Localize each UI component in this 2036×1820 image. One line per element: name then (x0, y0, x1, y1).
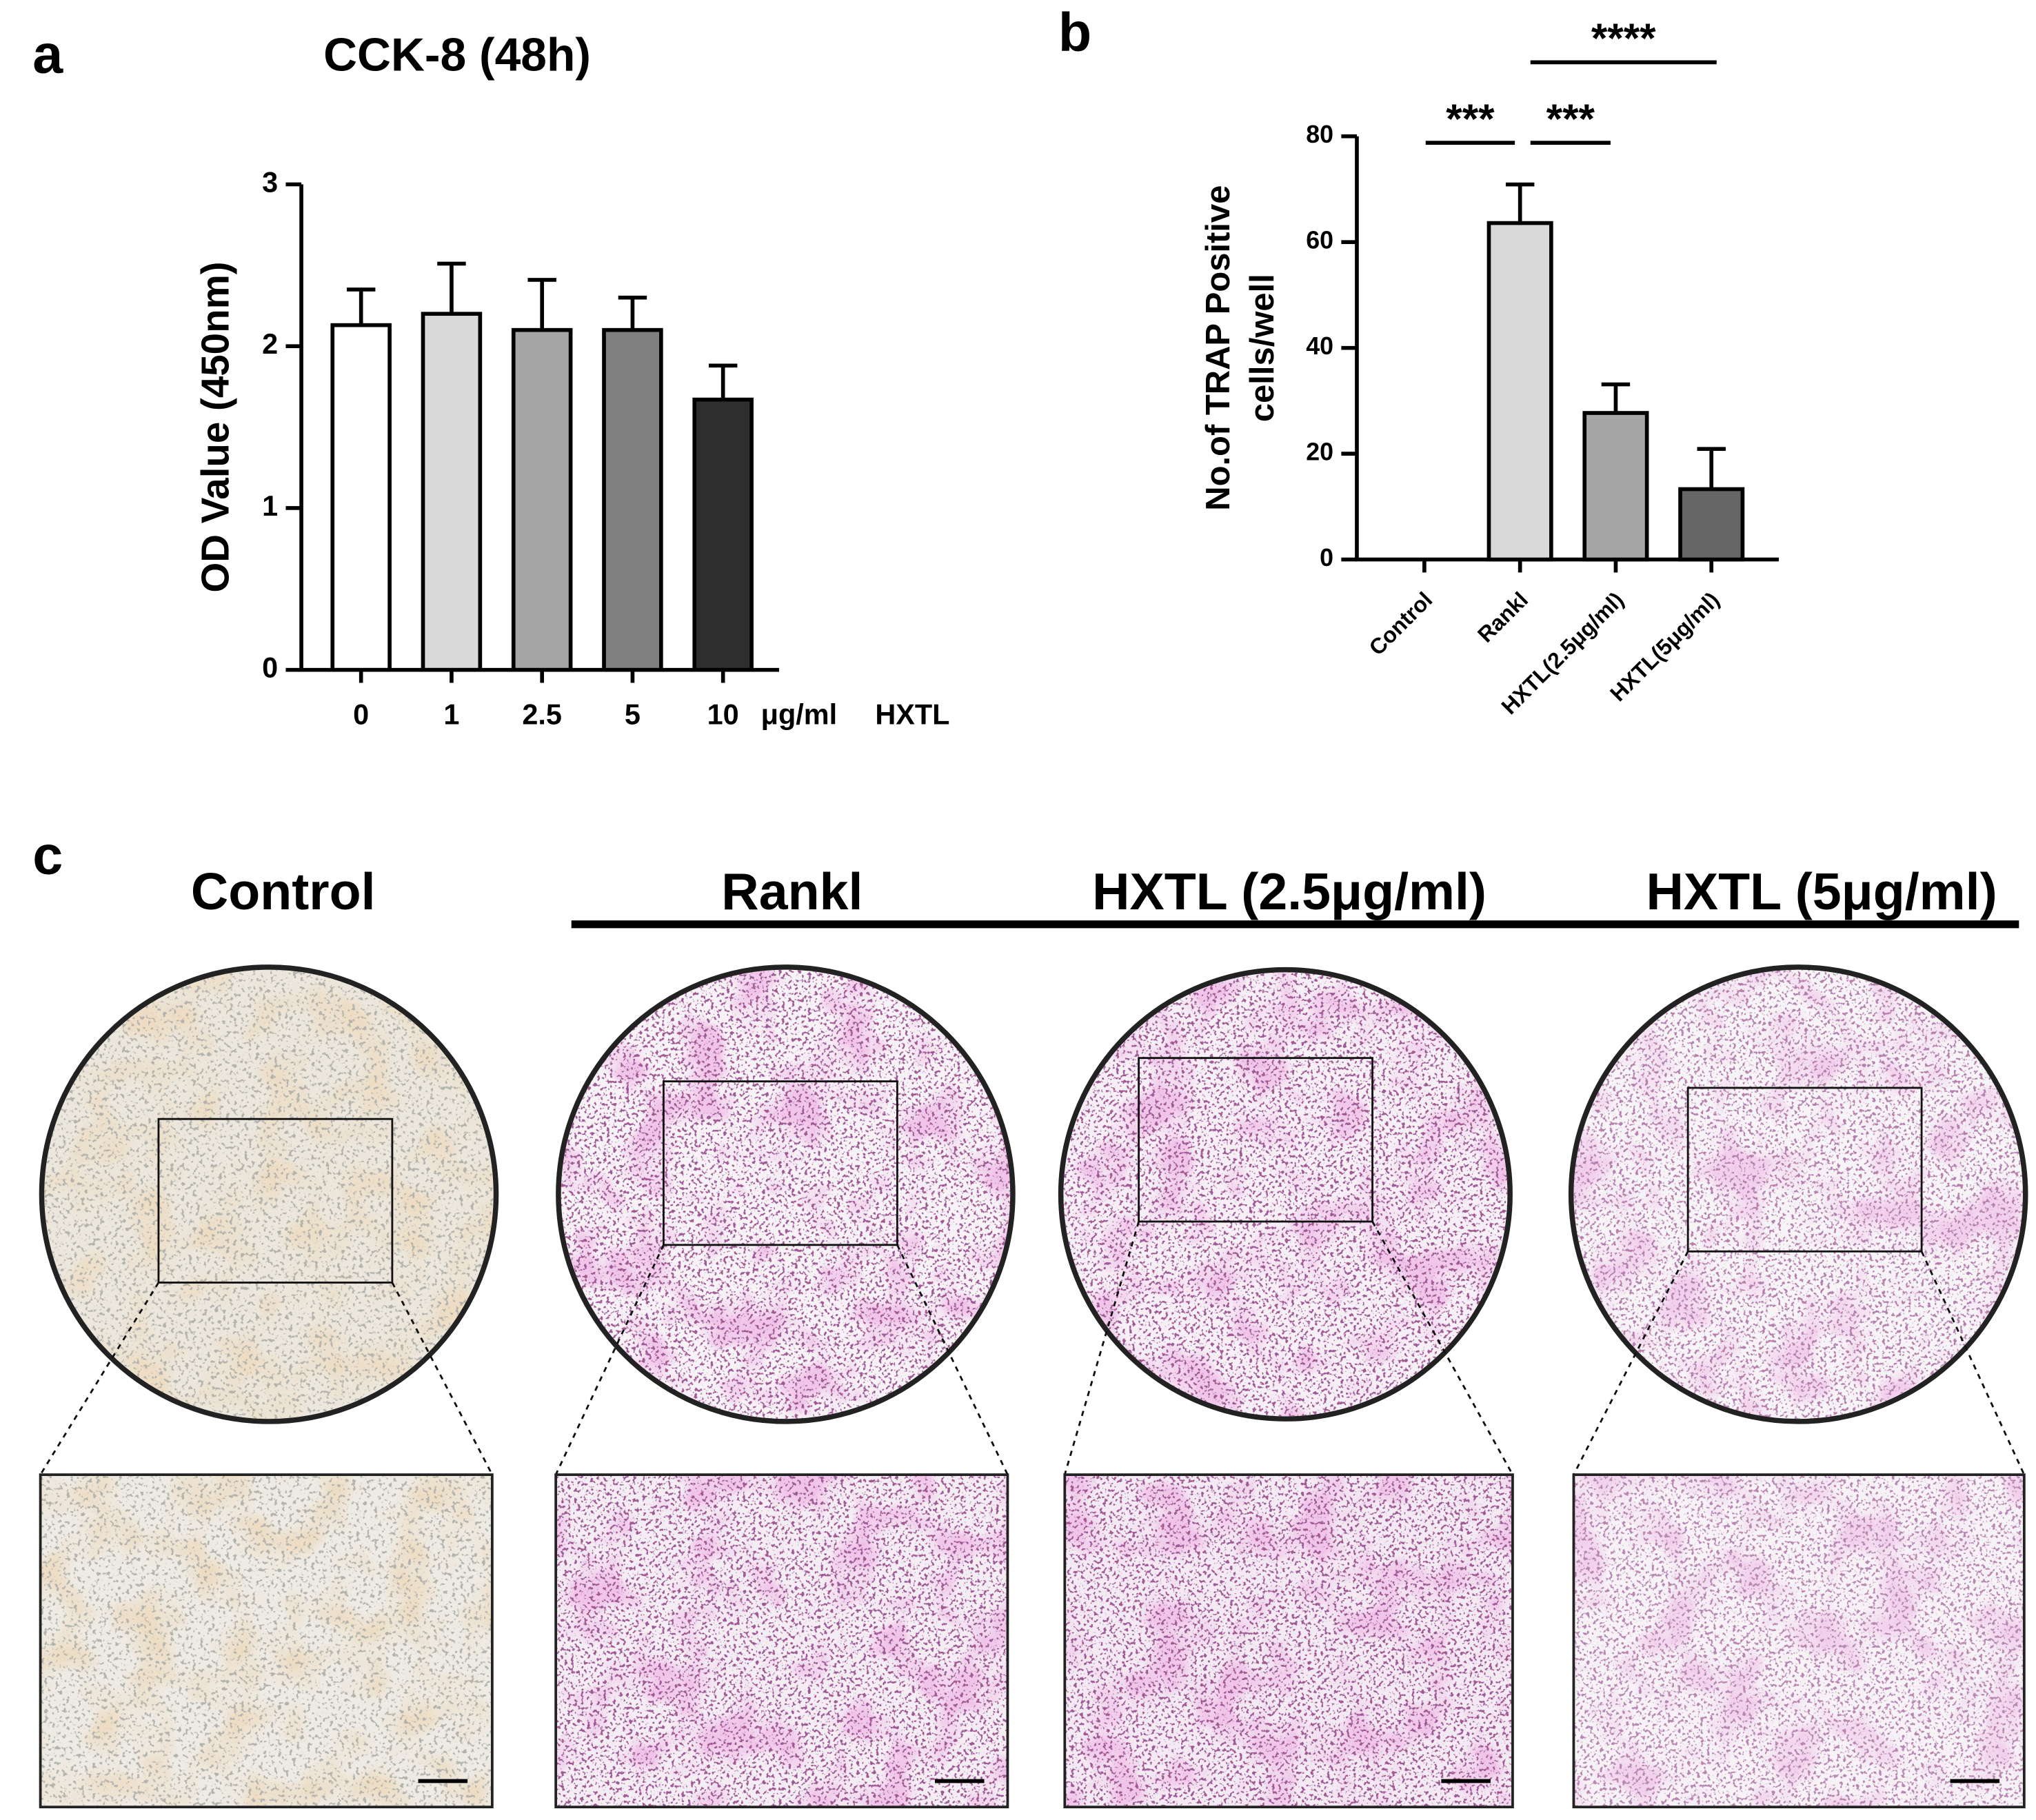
error-bar (708, 363, 738, 400)
bar (330, 323, 392, 672)
significance-label: *** (1446, 95, 1495, 142)
zoom-frame (1063, 1473, 1514, 1809)
zoom-line (1063, 1221, 1140, 1475)
y-tick-label: 40 (1306, 332, 1333, 360)
inset-box (663, 1080, 898, 1246)
significance-label: *** (1546, 95, 1595, 142)
y-tick-label: 80 (1306, 121, 1333, 148)
zoom-texture (1065, 1475, 1513, 1808)
error-bar (437, 261, 466, 314)
bar (1486, 221, 1553, 562)
error-bar (618, 295, 647, 330)
x-tick-label: 10 (707, 698, 739, 730)
y-axis-label: OD Value (450nm) (193, 261, 236, 592)
bar (511, 327, 573, 672)
y-tick-label: 60 (1306, 227, 1333, 254)
panel-label: c (32, 824, 63, 885)
zoom-line (896, 1244, 1009, 1475)
inset-box (1138, 1057, 1373, 1223)
y-tick-label: 0 (1320, 544, 1333, 572)
inset-box (157, 1118, 394, 1284)
bar (692, 397, 754, 672)
zoom-line (1371, 1221, 1514, 1475)
bar (421, 312, 483, 672)
group-title: HXTL (2.5μg/ml) (1092, 862, 1486, 920)
zoom-texture (1573, 1475, 2024, 1808)
y-axis-label: No.of TRAP Positive (1200, 185, 1237, 511)
x-unit: μg/ml (761, 698, 837, 730)
zoom-frame (554, 1473, 1009, 1809)
zoom-lines (39, 1221, 2026, 1475)
group-title: HXTL (5μg/ml) (1646, 862, 1997, 920)
y-tick-label: 2 (262, 328, 278, 360)
y-axis-label: cells/well (1244, 274, 1281, 422)
group-title: Rankl (721, 862, 863, 920)
well-texture (44, 969, 494, 1419)
significance-label: **** (1591, 14, 1656, 61)
bar (1678, 487, 1745, 562)
bar (602, 327, 663, 672)
x-tick-label: 5 (625, 698, 641, 730)
well-texture (561, 969, 1011, 1419)
group-title: Control (191, 862, 376, 920)
bar (1582, 411, 1649, 562)
zoom-line (391, 1282, 494, 1475)
x-tick-label: Control (1364, 587, 1437, 660)
x-tick-label: 1 (443, 698, 459, 730)
x-axis-label: HXTL (875, 698, 949, 730)
x-tick-label: Rankl (1473, 587, 1533, 647)
panel-label: a (32, 23, 63, 85)
zoom-line (39, 1282, 160, 1475)
y-tick-label: 20 (1306, 438, 1333, 466)
y-tick-label: 3 (262, 166, 278, 198)
zoom-line (554, 1244, 665, 1475)
zoom-texture (40, 1475, 492, 1808)
error-bar (1505, 182, 1535, 223)
error-bar (1601, 382, 1631, 414)
well-images (39, 964, 2028, 1424)
y-tick-label: 0 (262, 652, 278, 684)
well-texture (1063, 972, 1508, 1417)
x-tick-label: 0 (353, 698, 369, 730)
error-bar (346, 287, 376, 325)
chart-title: CCK-8 (48h) (323, 30, 591, 81)
zoom-frame (1572, 1473, 2026, 1809)
zoom-line (1573, 1251, 1689, 1475)
well-texture (1573, 969, 2023, 1419)
panel-label: b (1058, 1, 1091, 63)
zoom-texture (556, 1475, 1008, 1808)
panel-c: Control Rankl HXTL (2.5μg/ml) HXTL (5μg/… (39, 862, 2028, 1809)
zoom-images (39, 1473, 2026, 1809)
x-tick-label: 2.5 (522, 698, 562, 730)
y-tick-label: 1 (262, 490, 278, 522)
inset-boxes (157, 1057, 1923, 1284)
inset-box (1686, 1086, 1923, 1253)
error-bar (527, 278, 556, 330)
zoom-frame (39, 1473, 494, 1809)
error-bar (1697, 447, 1726, 489)
